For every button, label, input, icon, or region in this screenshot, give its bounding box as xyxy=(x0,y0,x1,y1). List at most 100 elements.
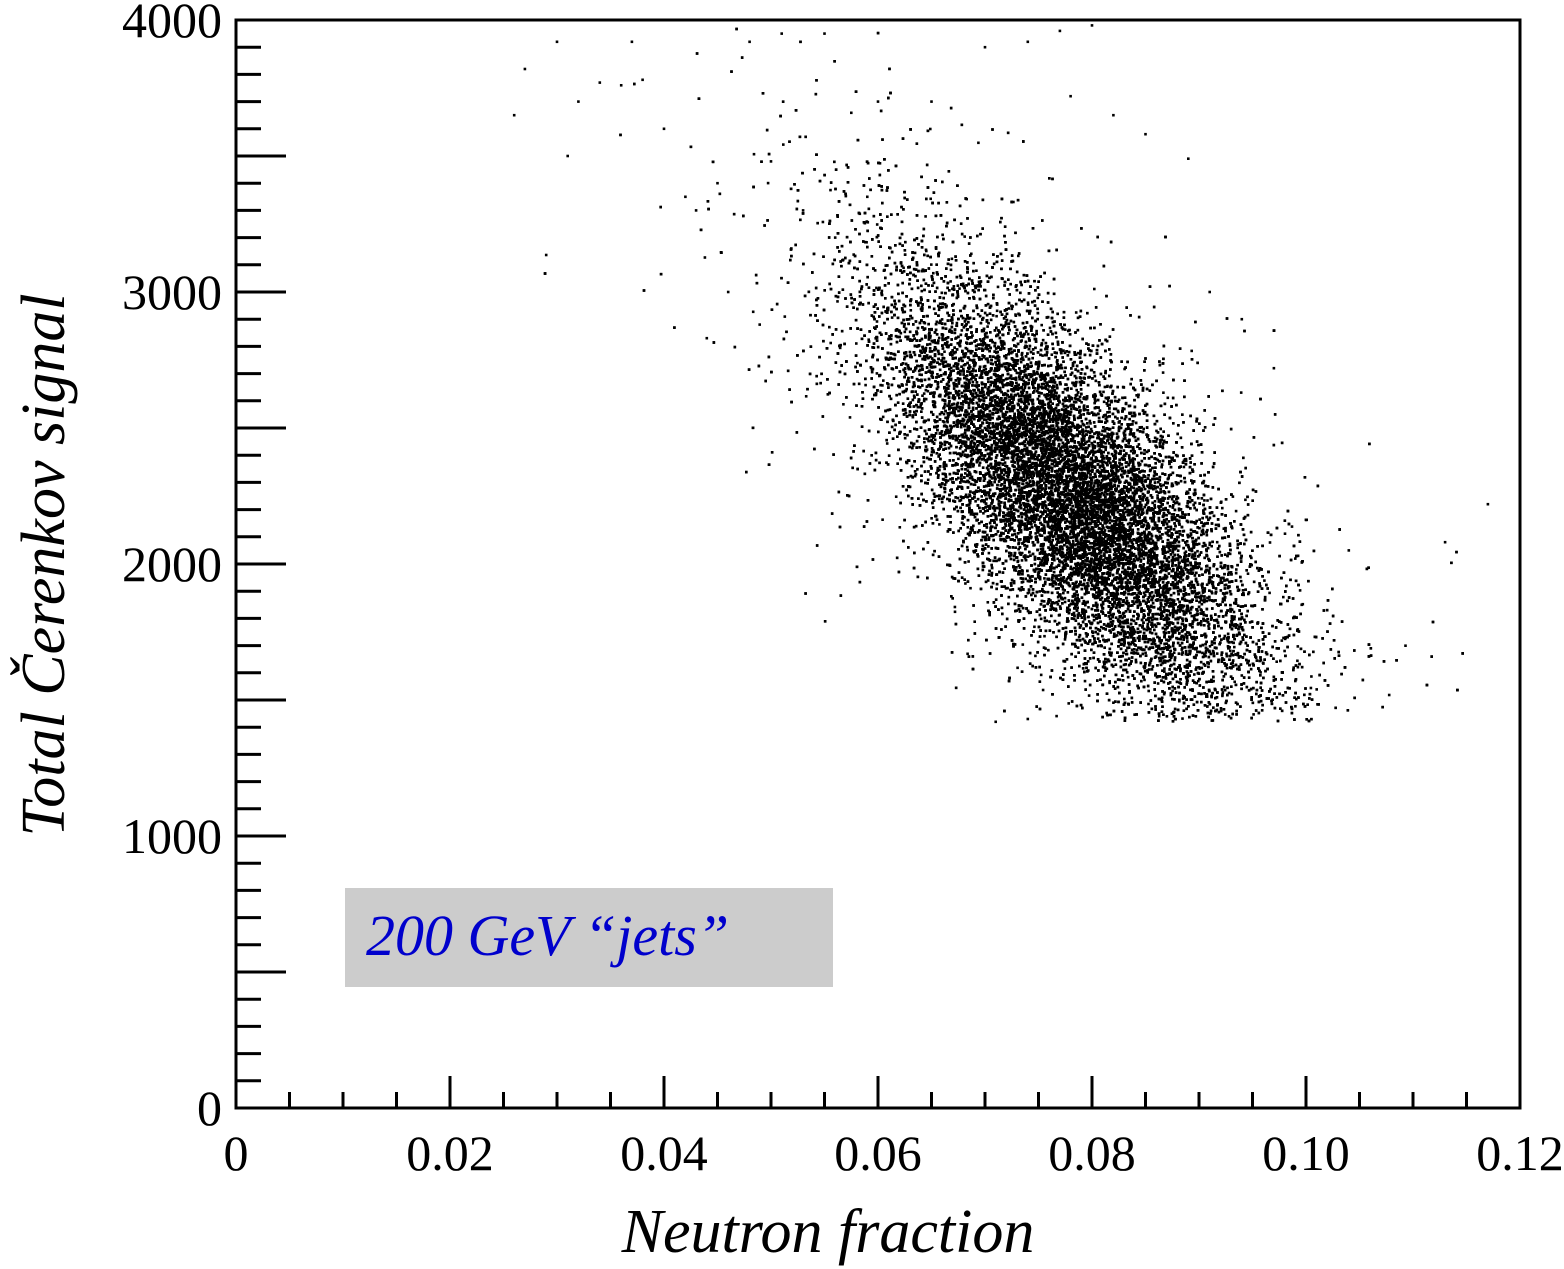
scatter-point xyxy=(956,496,959,500)
scatter-point xyxy=(890,316,894,319)
scatter-point xyxy=(936,373,939,376)
scatter-point xyxy=(1086,582,1089,585)
scatter-point xyxy=(1315,688,1318,691)
scatter-point xyxy=(894,495,898,498)
scatter-point xyxy=(986,579,990,582)
scatter-point xyxy=(1190,614,1194,618)
scatter-point xyxy=(1207,622,1211,626)
scatter-point xyxy=(1081,515,1084,519)
scatter-point xyxy=(1150,582,1154,586)
scatter-point xyxy=(1165,517,1168,521)
scatter-point xyxy=(1036,514,1039,517)
scatter-point xyxy=(1154,534,1158,538)
scatter-point xyxy=(1040,323,1043,327)
scatter-point xyxy=(852,253,855,256)
scatter-point xyxy=(1171,615,1175,619)
scatter-point xyxy=(1010,393,1013,396)
scatter-point xyxy=(1176,598,1180,601)
scatter-point xyxy=(1095,591,1098,594)
scatter-point xyxy=(821,220,825,224)
scatter-point xyxy=(829,341,832,345)
scatter-point xyxy=(1175,474,1179,477)
scatter-point xyxy=(1122,489,1125,493)
scatter-point xyxy=(982,316,985,320)
scatter-point xyxy=(1012,420,1015,424)
scatter-point xyxy=(1165,621,1169,624)
scatter-point xyxy=(1163,667,1166,670)
scatter-point xyxy=(1093,287,1096,291)
scatter-point xyxy=(1015,609,1018,612)
scatter-point xyxy=(1232,610,1236,614)
scatter-point xyxy=(1203,499,1206,502)
scatter-point xyxy=(1085,588,1089,591)
scatter-point xyxy=(1064,328,1067,331)
scatter-point xyxy=(1191,571,1195,574)
scatter-point xyxy=(1027,337,1031,340)
scatter-point xyxy=(1177,564,1180,568)
scatter-point xyxy=(1026,491,1029,494)
scatter-point xyxy=(1032,496,1035,500)
scatter-point xyxy=(1043,536,1047,540)
scatter-point xyxy=(1082,463,1086,467)
scatter-point xyxy=(1100,459,1104,462)
scatter-point xyxy=(1268,541,1272,544)
scatter-point xyxy=(937,336,941,340)
scatter-point xyxy=(1067,520,1071,524)
scatter-point xyxy=(1101,508,1104,511)
scatter-point xyxy=(955,321,959,325)
scatter-point xyxy=(942,412,946,416)
scatter-point xyxy=(1127,601,1130,605)
scatter-point xyxy=(1055,714,1058,718)
scatter-point xyxy=(966,652,969,656)
scatter-point xyxy=(926,478,930,482)
scatter-point xyxy=(1048,534,1052,537)
scatter-point xyxy=(1034,532,1037,535)
scatter-point xyxy=(1117,398,1121,402)
scatter-point xyxy=(908,405,912,409)
scatter-point xyxy=(1026,400,1029,403)
scatter-point xyxy=(908,350,912,354)
scatter-point xyxy=(544,253,548,257)
scatter-point xyxy=(1020,559,1024,562)
scatter-point xyxy=(782,143,785,146)
scatter-point xyxy=(1010,452,1014,456)
scatter-point xyxy=(1026,301,1030,304)
scatter-point xyxy=(1063,667,1067,670)
scatter-point xyxy=(1043,415,1046,418)
scatter-point xyxy=(1081,433,1084,437)
scatter-point xyxy=(1035,329,1038,333)
scatter-point xyxy=(1017,437,1020,440)
scatter-point xyxy=(1089,542,1092,545)
scatter-point xyxy=(1044,647,1047,650)
scatter-point xyxy=(929,385,932,388)
scatter-point xyxy=(1118,678,1122,682)
scatter-point xyxy=(1114,461,1117,464)
scatter-point xyxy=(1047,509,1050,512)
scatter-point xyxy=(1043,520,1046,524)
scatter-point xyxy=(1052,371,1055,375)
scatter-point xyxy=(1210,590,1213,593)
scatter-point xyxy=(1031,378,1035,381)
scatter-point xyxy=(1121,616,1124,620)
scatter-point xyxy=(850,111,853,115)
scatter-point xyxy=(1117,560,1121,564)
scatter-point xyxy=(1004,464,1007,467)
scatter-point xyxy=(1019,360,1023,364)
scatter-point xyxy=(1169,601,1172,604)
scatter-point xyxy=(1041,399,1044,403)
scatter-point xyxy=(1013,445,1016,448)
scatter-point xyxy=(1063,589,1066,592)
scatter-point xyxy=(1056,557,1059,561)
scatter-point xyxy=(1150,542,1153,545)
scatter-point xyxy=(929,127,932,131)
scatter-point xyxy=(1174,547,1178,550)
scatter-point xyxy=(926,389,930,393)
scatter-point xyxy=(1134,658,1138,662)
scatter-point xyxy=(905,383,908,386)
scatter-point xyxy=(902,266,905,270)
scatter-point xyxy=(967,560,970,563)
scatter-point xyxy=(1215,540,1219,544)
scatter-point xyxy=(1029,473,1033,476)
scatter-point xyxy=(1205,619,1208,623)
scatter-point xyxy=(1263,579,1266,582)
